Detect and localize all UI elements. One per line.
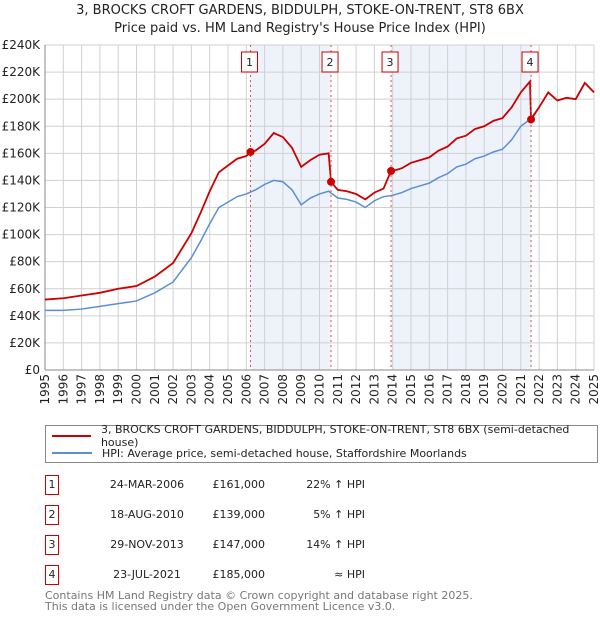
x-tick-label: 2016 bbox=[422, 374, 436, 405]
transaction-row: 1 24-MAR-2006 £161,000 22% ↑ HPI bbox=[45, 475, 600, 495]
x-tick-label: 2003 bbox=[184, 374, 198, 405]
y-tick-label: £100K bbox=[2, 228, 42, 242]
y-tick-label: £240K bbox=[2, 38, 42, 52]
x-tick-label: 2015 bbox=[404, 374, 418, 405]
x-tick-label: 2012 bbox=[349, 374, 363, 405]
sale-number-label: 3 bbox=[387, 56, 394, 69]
legend-blue-line bbox=[52, 452, 92, 454]
hpi-series-line bbox=[45, 81, 595, 312]
y-tick-label: £140K bbox=[2, 173, 42, 187]
x-tick-label: 2014 bbox=[386, 374, 400, 405]
x-tick-label: 2021 bbox=[514, 374, 528, 405]
transaction-row: 4 23-JUL-2021 £185,000 ≈ HPI bbox=[45, 565, 600, 585]
y-tick-label: £0 bbox=[25, 363, 40, 377]
legend-red-line bbox=[52, 435, 91, 437]
transaction-date: 29-NOV-2013 bbox=[110, 538, 184, 551]
x-tick-label: 2022 bbox=[532, 374, 546, 405]
x-tick-label: 2000 bbox=[130, 374, 144, 405]
legend-hpi-label: HPI: Average price, semi-detached house,… bbox=[102, 446, 467, 460]
transaction-date: 24-MAR-2006 bbox=[109, 478, 185, 491]
x-tick-label: 2009 bbox=[294, 374, 308, 405]
sale-number-box bbox=[381, 51, 399, 73]
property-series-line bbox=[44, 79, 595, 301]
transaction-number: 2 bbox=[45, 505, 59, 525]
transaction-number: 4 bbox=[45, 565, 59, 585]
x-tick-label: 2007 bbox=[258, 374, 272, 405]
sale-number-box bbox=[521, 51, 539, 73]
x-tick-label: 2018 bbox=[459, 374, 473, 405]
transaction-number: 3 bbox=[45, 535, 59, 555]
x-tick-label: 2008 bbox=[276, 374, 290, 405]
sale-point bbox=[327, 177, 336, 186]
transaction-row: 3 29-NOV-2013 £147,000 14% ↑ HPI bbox=[45, 535, 600, 555]
x-tick-label: 1995 bbox=[38, 374, 52, 405]
chart-legend: 3, BROCKS CROFT GARDENS, BIDDULPH, STOKE… bbox=[45, 423, 598, 463]
transaction-date: 18-AUG-2010 bbox=[110, 508, 184, 521]
x-tick-label: 2002 bbox=[166, 374, 180, 405]
transaction-price: £139,000 bbox=[212, 508, 266, 521]
x-tick-label: 2019 bbox=[477, 374, 491, 405]
sale-point bbox=[246, 147, 255, 156]
transaction-price: £161,000 bbox=[212, 478, 266, 491]
footer-copyright: Contains HM Land Registry data © Crown c… bbox=[45, 589, 473, 602]
sale-point bbox=[387, 166, 396, 175]
sale-number-box bbox=[321, 51, 339, 73]
transaction-hpi-diff: 5% ↑ HPI bbox=[313, 508, 365, 521]
legend-property-label: 3, BROCKS CROFT GARDENS, BIDDULPH, STOKE… bbox=[100, 423, 570, 449]
x-tick-label: 2024 bbox=[569, 374, 583, 405]
y-tick-label: £80K bbox=[9, 255, 41, 269]
y-tick-label: £200K bbox=[2, 92, 42, 106]
x-tick-label: 2025 bbox=[587, 374, 600, 405]
x-tick-label: 2001 bbox=[148, 374, 162, 405]
sale-point bbox=[527, 115, 536, 124]
transaction-price: £147,000 bbox=[212, 538, 266, 551]
x-tick-label: 1998 bbox=[93, 374, 107, 405]
y-tick-label: £40K bbox=[9, 309, 41, 323]
transaction-hpi-diff: 14% ↑ HPI bbox=[306, 538, 365, 551]
x-tick-label: 2023 bbox=[550, 374, 564, 405]
x-tick-label: 2020 bbox=[496, 374, 510, 405]
transaction-price: £185,000 bbox=[212, 568, 266, 581]
x-tick-label: 1996 bbox=[56, 374, 70, 405]
sale-number-label: 4 bbox=[527, 56, 534, 69]
y-tick-label: £180K bbox=[2, 119, 42, 133]
x-tick-label: 2010 bbox=[313, 374, 327, 405]
y-tick-label: £60K bbox=[9, 282, 41, 296]
x-tick-label: 1999 bbox=[111, 374, 125, 405]
x-tick-label: 2005 bbox=[221, 374, 235, 405]
sale-number-box bbox=[241, 51, 259, 73]
sale-number-label: 2 bbox=[327, 56, 334, 69]
x-tick-label: 2013 bbox=[367, 374, 381, 405]
price-chart: £0 £20K £40K £60K £80K £100K £120K £140K £160K £1… bbox=[2, 38, 600, 405]
y-tick-label: £20K bbox=[9, 336, 41, 350]
chart-title: 3, BROCKS CROFT GARDENS, BIDDULPH, STOKE… bbox=[76, 3, 524, 18]
transaction-row: 2 18-AUG-2010 £139,000 5% ↑ HPI bbox=[45, 505, 600, 525]
transaction-hpi-diff: ≈ HPI bbox=[334, 568, 365, 581]
footer-licence: This data is licensed under the Open Gov… bbox=[45, 600, 396, 613]
chart-subtitle: Price paid vs. HM Land Registry's House … bbox=[114, 21, 486, 36]
x-tick-label: 2006 bbox=[239, 374, 253, 405]
x-tick-label: 1997 bbox=[75, 374, 89, 405]
sale-number-label: 1 bbox=[246, 56, 253, 69]
y-tick-label: £220K bbox=[2, 65, 42, 79]
transaction-number: 1 bbox=[45, 475, 59, 495]
x-tick-label: 2011 bbox=[331, 374, 345, 405]
transaction-hpi-diff: 22% ↑ HPI bbox=[306, 478, 365, 491]
x-tick-label: 2004 bbox=[203, 374, 217, 405]
x-tick-label: 2017 bbox=[441, 374, 455, 405]
transaction-date: 23-JUL-2021 bbox=[113, 568, 181, 581]
y-tick-label: £120K bbox=[2, 201, 42, 215]
y-tick-label: £160K bbox=[2, 146, 42, 160]
